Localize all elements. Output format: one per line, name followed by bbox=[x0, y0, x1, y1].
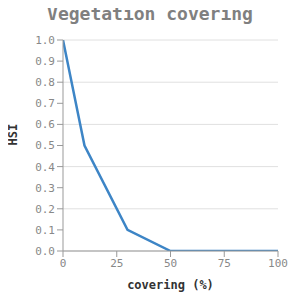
svg-text:1.0: 1.0 bbox=[35, 34, 55, 47]
svg-text:0.4: 0.4 bbox=[35, 161, 55, 174]
svg-text:0: 0 bbox=[60, 257, 67, 270]
svg-text:0.1: 0.1 bbox=[35, 224, 55, 237]
svg-text:50: 50 bbox=[164, 257, 177, 270]
svg-text:HSI: HSI bbox=[8, 124, 20, 146]
svg-text:0.8: 0.8 bbox=[35, 76, 55, 89]
html-text:Vegetation covering: Vegetation covering bbox=[47, 3, 253, 24]
svg-text:0.0: 0.0 bbox=[35, 245, 55, 258]
svg-text:0.7: 0.7 bbox=[35, 97, 55, 110]
svg-text:100: 100 bbox=[268, 257, 288, 270]
svg-text:0.2: 0.2 bbox=[35, 203, 55, 216]
svg-text:75: 75 bbox=[218, 257, 231, 270]
svg-text:25: 25 bbox=[110, 257, 123, 270]
svg-text:0.9: 0.9 bbox=[35, 55, 55, 68]
svg-text:covering (%): covering (%) bbox=[127, 278, 214, 292]
svg-text:0.6: 0.6 bbox=[35, 118, 55, 131]
svg-text:0.3: 0.3 bbox=[35, 182, 55, 195]
svg-text:0.5: 0.5 bbox=[35, 139, 55, 152]
